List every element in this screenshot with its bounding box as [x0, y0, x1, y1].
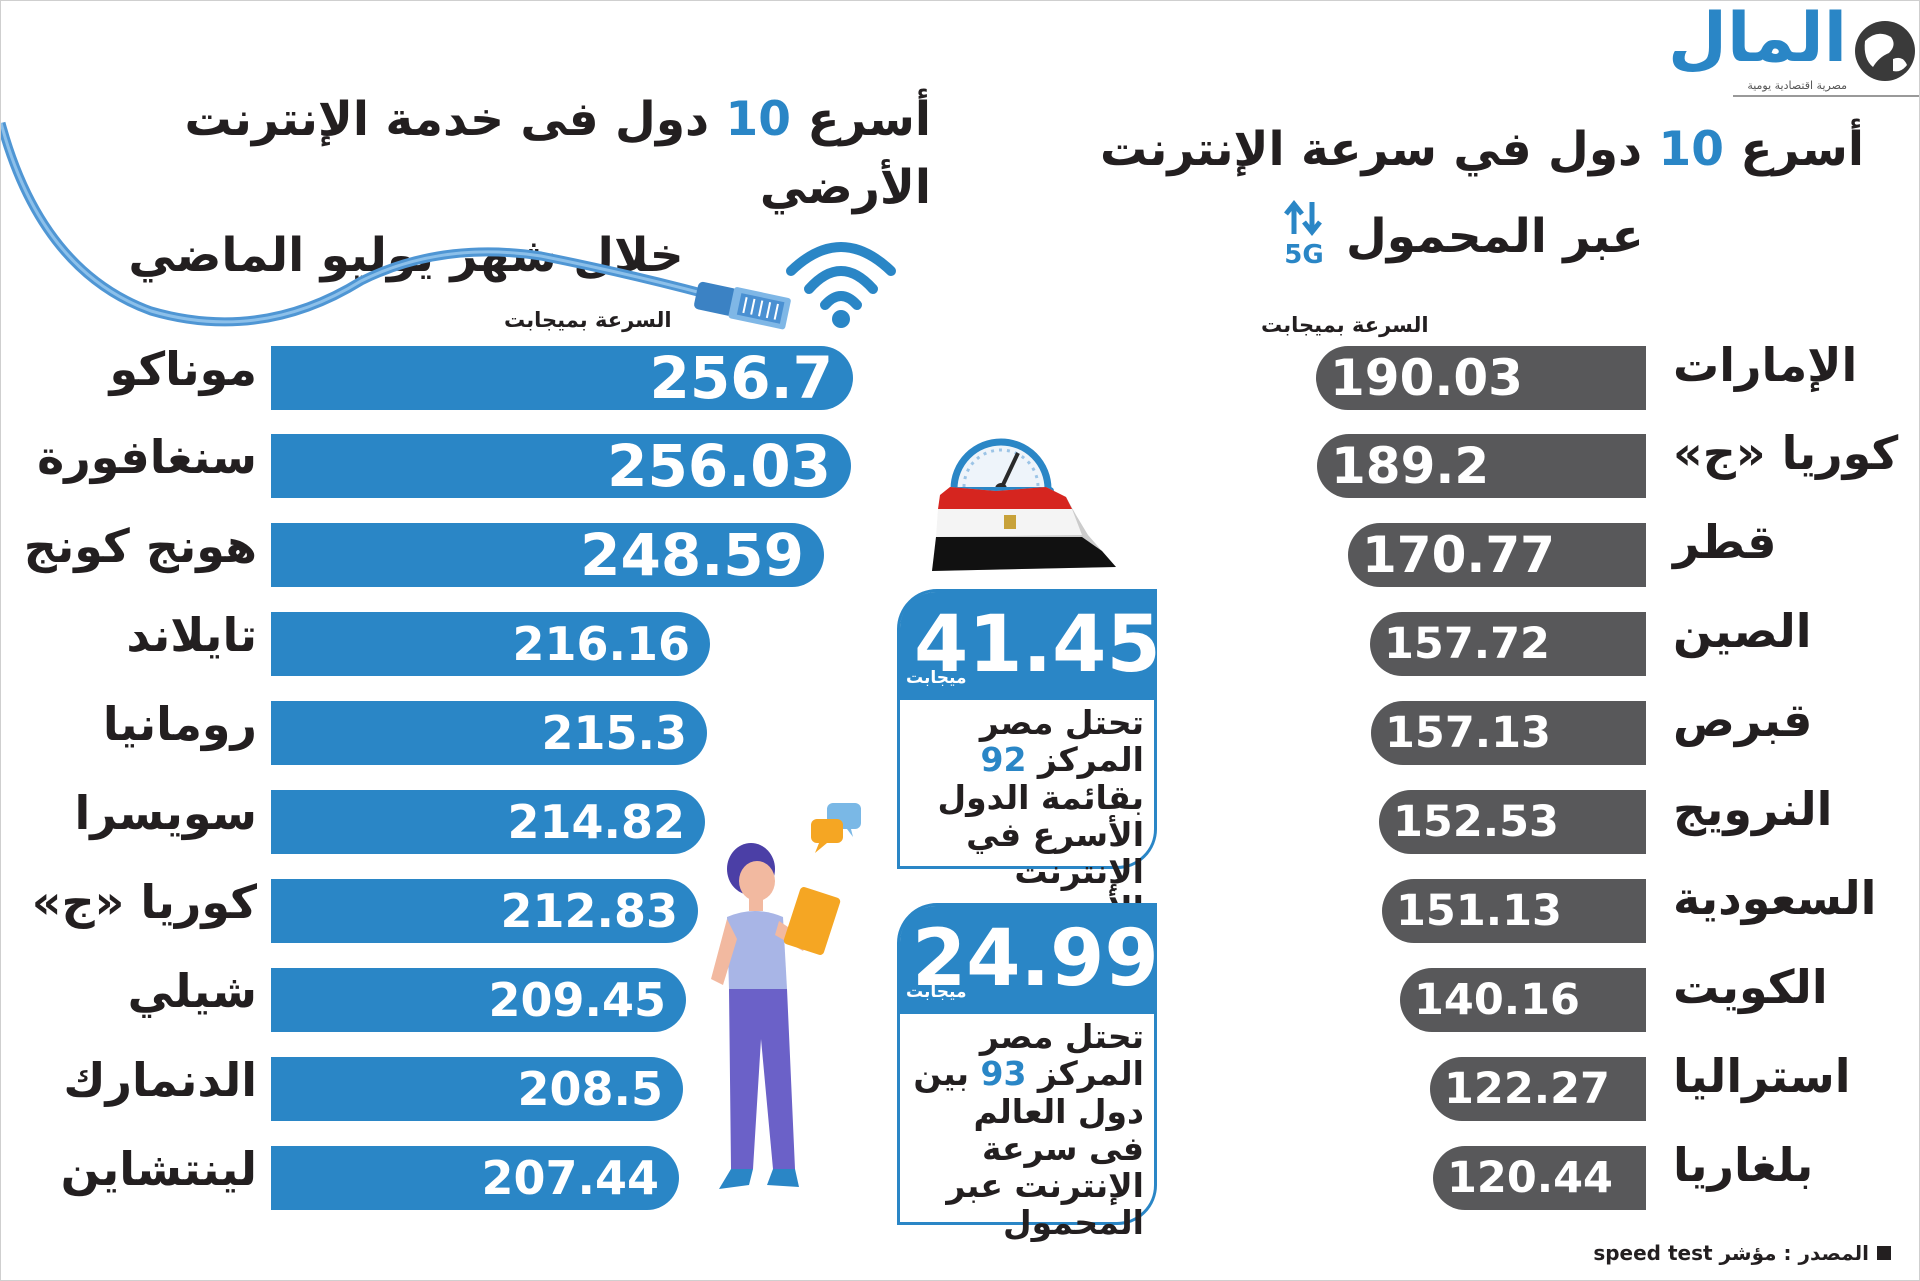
- category-label: هونج كونج: [23, 519, 257, 573]
- bar: [1317, 434, 1646, 498]
- bar-value-label: 208.5: [517, 1062, 663, 1116]
- fixed-callout-header: [900, 592, 1154, 700]
- bar: [271, 879, 698, 943]
- category-label: كوريا «ج»: [1673, 426, 1899, 480]
- category-label: السعودية: [1673, 871, 1877, 925]
- globe-logo-icon: [1855, 21, 1915, 81]
- bar: [1433, 1146, 1646, 1210]
- fixed-callout-unit: ميجابت: [906, 668, 967, 688]
- fixed-callout-text: تحتل مصر المركز 92 بقائمة الدول الأسرع ف…: [937, 703, 1144, 928]
- mobile-callout-header: [900, 906, 1154, 1014]
- ethernet-cable-icon: [1, 121, 791, 330]
- category-label: الصين: [1673, 604, 1812, 658]
- mobile-callout-unit: ميجابت: [906, 982, 967, 1002]
- category-label: الإمارات: [1673, 338, 1858, 392]
- bar: [271, 790, 705, 854]
- fixed-chart-title: أسرع 10 دول فى خدمة الإنترنت الأرضي خلال…: [31, 86, 931, 290]
- bar-value-label: 209.45: [488, 973, 666, 1027]
- chat-bubbles-icon: [811, 803, 861, 853]
- bar-value-label: 157.72: [1384, 619, 1550, 669]
- bar-value-label: 140.16: [1414, 975, 1580, 1025]
- bar: [271, 434, 851, 498]
- logo: المال مصرية اقتصادية يومية: [1668, 0, 1920, 101]
- bar-value-label: 207.44: [481, 1151, 659, 1205]
- bar-value-label: 122.27: [1444, 1064, 1610, 1114]
- category-label: بلغاريا: [1673, 1138, 1814, 1192]
- category-label: كوريا «ج»: [31, 875, 257, 929]
- category-label: قبرص: [1673, 693, 1813, 747]
- mobile-unit-label: السرعة بميجابت: [1261, 313, 1429, 337]
- bar: [1379, 790, 1646, 854]
- bar-value-label: 256.7: [649, 344, 833, 412]
- category-label: تايلاند: [126, 608, 257, 662]
- bar-value-label: 248.59: [580, 521, 804, 589]
- bar-value-label: 189.2: [1331, 437, 1490, 495]
- category-label: سنغافورة: [37, 430, 257, 484]
- bar: [271, 701, 707, 765]
- egypt-flag-map-icon: [932, 487, 1116, 571]
- bar: [271, 968, 686, 1032]
- category-label: الكويت: [1673, 960, 1828, 1014]
- category-label: سويسرا: [74, 786, 257, 840]
- logo-rule: [1733, 95, 1919, 97]
- bar-value-label: 212.83: [500, 884, 678, 938]
- person-tablet-icon: [711, 843, 841, 1189]
- mobile-callout-value: 24.99: [912, 914, 1159, 1004]
- bar: [271, 1057, 683, 1121]
- bar: [271, 1146, 679, 1210]
- bar: [1430, 1057, 1646, 1121]
- category-label: قطر: [1673, 515, 1777, 569]
- bar: [271, 612, 710, 676]
- bar: [1382, 879, 1646, 943]
- mobile-chart-title: أسرع 10 دول في سرعة الإنترنت: [1100, 122, 1864, 177]
- category-label: رومانيا: [102, 697, 257, 751]
- bar-value-label: 190.03: [1330, 349, 1523, 407]
- bar: [1316, 346, 1646, 410]
- category-label: استراليا: [1673, 1049, 1851, 1103]
- bar-value-label: 120.44: [1447, 1153, 1613, 1203]
- category-label: لينتشاين: [60, 1142, 257, 1196]
- category-label: النرويج: [1673, 782, 1833, 836]
- category-label: الدنمارك: [63, 1053, 257, 1107]
- bar-value-label: 152.53: [1393, 797, 1559, 847]
- logo-text: المال: [1668, 0, 1847, 78]
- mobile-callout-box: 24.99 ميجابت تحتل مصر المركز 93 بين دول …: [897, 903, 1159, 1242]
- bar: [1370, 612, 1646, 676]
- bar-value-label: 157.13: [1385, 708, 1551, 758]
- fixed-unit-label: السرعة بميجابت: [504, 308, 672, 332]
- wifi-icon: [786, 242, 896, 328]
- logo-subtitle: مصرية اقتصادية يومية: [1747, 79, 1847, 92]
- bar-value-label: 215.3: [541, 706, 687, 760]
- bar-value-label: 256.03: [607, 432, 831, 500]
- category-label: شيلي: [127, 964, 257, 1018]
- bar: [1348, 523, 1646, 587]
- source-square-icon: [1877, 1246, 1891, 1260]
- mobile-chart-title-line2: عبر المحمول: [1346, 209, 1644, 264]
- bar: [1400, 968, 1646, 1032]
- fixed-callout-value: 41.45: [914, 600, 1161, 690]
- bar-value-label: 151.13: [1396, 886, 1562, 936]
- source-note: المصدر : مؤشر speed test: [1593, 1241, 1891, 1265]
- bar-value-label: 170.77: [1362, 526, 1555, 584]
- 5g-badge: 5G: [1284, 240, 1324, 270]
- fixed-callout-box: 41.45 ميجابت تحتل مصر المركز 92 بقائمة ا…: [897, 589, 1161, 928]
- bar-value-label: 214.82: [507, 795, 685, 849]
- source-text: المصدر : مؤشر speed test: [1593, 1241, 1869, 1265]
- arrows-updown-icon: 5G: [1280, 198, 1328, 270]
- bar-value-label: 216.16: [512, 617, 690, 671]
- fixed-chart-title-line2: خلال شهر يوليو الماضي: [128, 228, 684, 284]
- bar: [271, 346, 853, 410]
- mobile-callout-text: تحتل مصر المركز 93 بين دول العالم فى سرع…: [913, 1017, 1144, 1243]
- category-label: موناكو: [109, 342, 257, 396]
- bar: [1371, 701, 1646, 765]
- bar: [271, 523, 824, 587]
